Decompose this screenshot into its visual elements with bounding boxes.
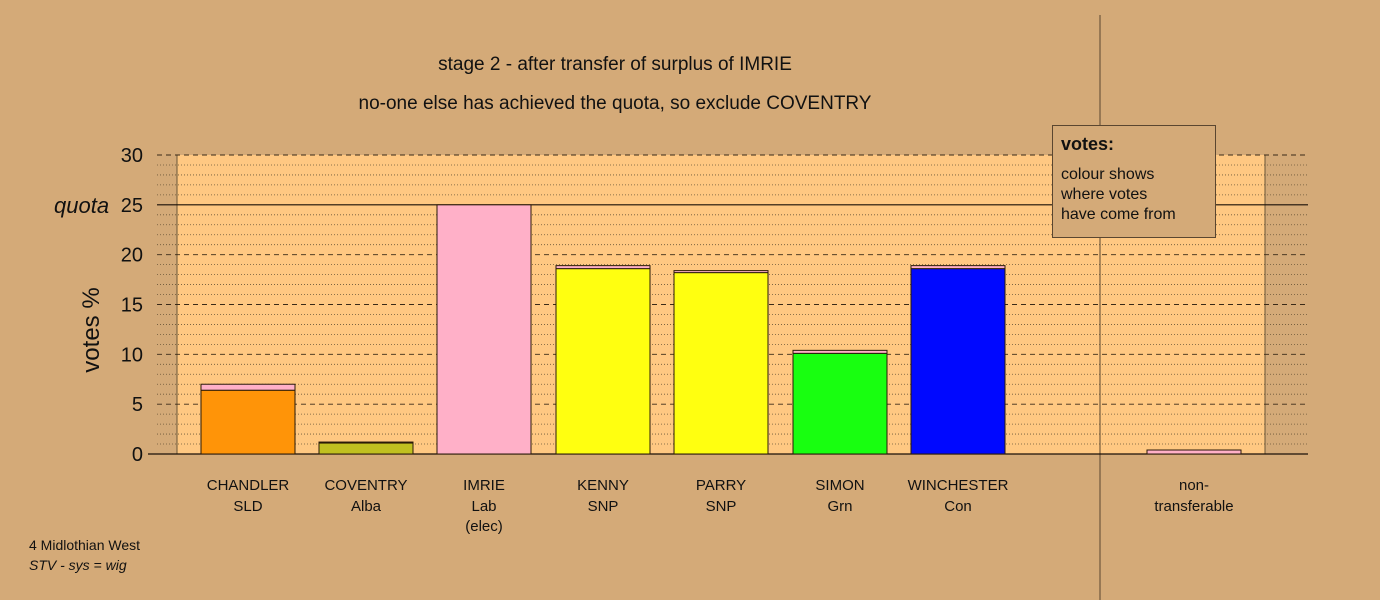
y-tick-label: 5 — [132, 394, 143, 416]
bar-parry — [673, 272, 769, 455]
y-axis: 0 5 10 15 20 25 30 quota votes % — [54, 145, 143, 466]
x-label-party: Con — [944, 498, 972, 515]
y-axis-title: votes % — [78, 287, 105, 372]
x-label-non-transferable-2: transferable — [1154, 498, 1233, 515]
legend-line-3: have come from — [1061, 206, 1176, 223]
y-tick-label: 10 — [121, 344, 143, 366]
x-label-name: KENNY — [577, 477, 629, 494]
x-label-non-transferable-1: non- — [1179, 477, 1209, 494]
y-tick-label: 20 — [121, 245, 143, 267]
legend-line-1: colour shows — [1061, 166, 1155, 183]
x-label-status: (elec) — [465, 518, 503, 535]
legend: votes: colour shows where votes have com… — [1052, 125, 1216, 238]
x-label-name: CHANDLER — [207, 477, 290, 494]
y-tick-label: 0 — [132, 444, 143, 466]
x-label-name: WINCHESTER — [908, 477, 1009, 494]
x-label-party: Lab — [471, 498, 496, 515]
bar-coventry — [318, 442, 414, 455]
x-axis-labels: CHANDLER SLD COVENTRY Alba IMRIE Lab (elec) KEN… — [207, 477, 1234, 535]
y-tick-label: 15 — [121, 295, 143, 317]
x-label-party: SLD — [233, 498, 262, 515]
quota-label: quota — [54, 193, 109, 218]
bar-imrie — [436, 204, 532, 455]
chart-title: stage 2 - after transfer of surplus of I… — [438, 54, 792, 75]
x-label-party: Alba — [351, 498, 382, 515]
transfer-segment-kenny — [555, 265, 651, 270]
bar-chandler — [200, 389, 296, 455]
bar-non-transferable — [1146, 449, 1242, 455]
x-label-name: COVENTRY — [324, 477, 407, 494]
x-label-name: IMRIE — [463, 477, 505, 494]
transfer-segment-parry — [673, 270, 769, 274]
chart-subtitle: no-one else has achieved the quota, so e… — [358, 93, 872, 114]
legend-title: votes: — [1061, 134, 1115, 154]
transfer-segment-simon — [792, 349, 888, 354]
legend-line-2: where votes — [1061, 186, 1148, 203]
bar-simon — [792, 352, 888, 455]
x-label-name: SIMON — [815, 477, 864, 494]
x-label-party: SNP — [588, 498, 619, 515]
bar-winchester — [910, 268, 1006, 455]
y-tick-label: 25 — [121, 195, 143, 217]
transfer-segment-chandler — [200, 383, 296, 391]
x-label-party: SNP — [706, 498, 737, 515]
footer-system: STV - sys = wig — [29, 557, 127, 573]
bar-kenny — [555, 268, 651, 455]
transfer-segment-coventry — [318, 441, 414, 444]
y-tick-label: 30 — [121, 145, 143, 167]
x-label-name: PARRY — [696, 477, 746, 494]
transfer-segment-winchester — [910, 265, 1006, 270]
footer-constituency: 4 Midlothian West — [29, 537, 141, 553]
bars — [200, 204, 1242, 455]
x-label-party: Grn — [827, 498, 852, 515]
